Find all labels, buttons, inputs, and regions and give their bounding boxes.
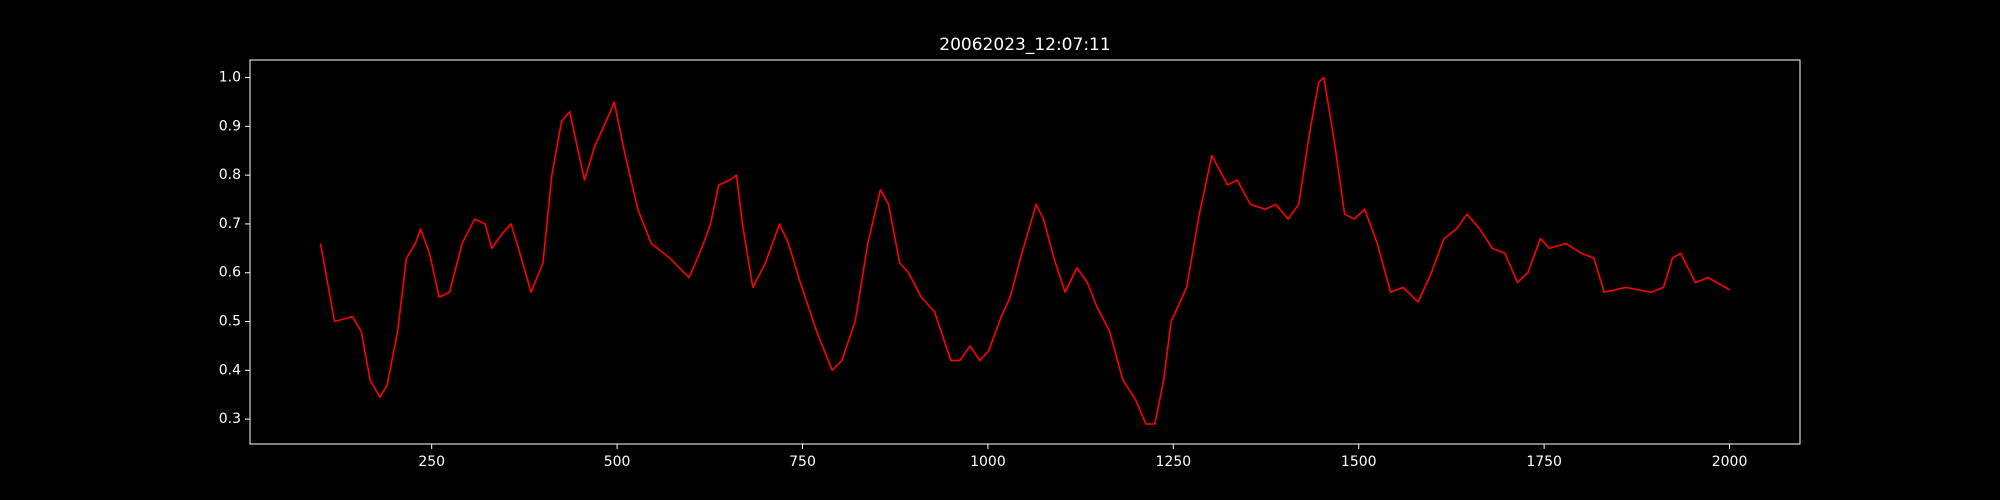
x-tick-label: 1500: [1341, 454, 1377, 470]
x-tick-label: 2000: [1712, 454, 1748, 470]
y-tick-label: 0.9: [219, 118, 241, 134]
line: [319, 76, 1730, 425]
axes-frame: [249, 59, 1801, 445]
x-tick-label: 750: [789, 454, 816, 470]
y-tick-label: 0.7: [219, 216, 241, 232]
x-tick-label: 250: [418, 454, 445, 470]
y-tick-label: 0.4: [219, 362, 241, 378]
y-tick-label: 1.0: [219, 70, 241, 86]
y-tick-label: 0.5: [219, 314, 241, 330]
x-tick-label: 1750: [1526, 454, 1562, 470]
x-tick-label: 1000: [970, 454, 1006, 470]
y-tick-label: 0.6: [219, 265, 241, 281]
chart-title: 20062023_12:07:11: [939, 35, 1110, 55]
x-tick-label: 1250: [1156, 454, 1192, 470]
y-tick-label: 0.8: [219, 167, 241, 183]
x-tick-label: 500: [604, 454, 631, 470]
y-tick-label: 0.3: [219, 411, 241, 427]
